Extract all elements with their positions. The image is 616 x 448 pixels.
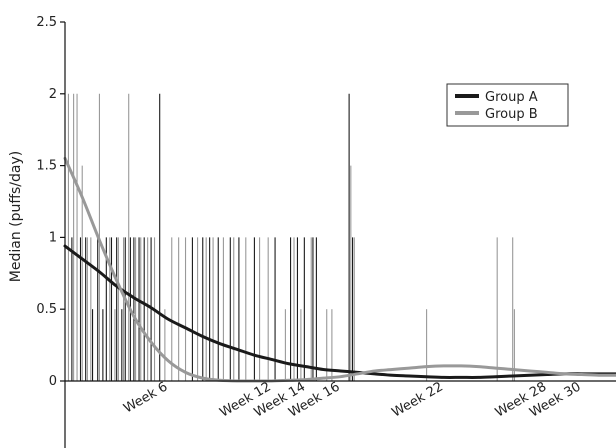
y-tick-label: 2: [49, 87, 57, 102]
legend-box: [446, 83, 569, 127]
y-ticks: 0 0.5 1 1.5 2 2.5: [36, 15, 65, 389]
spikes-group-b: [67, 93, 515, 381]
legend-label-group-b: Group B: [485, 107, 538, 122]
curve-group-b: [63, 156, 616, 383]
x-tick-label: Week 6: [121, 379, 170, 416]
y-tick-label: 2.5: [36, 15, 57, 30]
y-tick-label: 0.5: [36, 302, 57, 317]
axes: [64, 22, 616, 448]
legend-label-group-a: Group A: [485, 90, 538, 105]
x-tick-label: Week 22: [390, 379, 446, 420]
curve-group-a: [63, 244, 616, 379]
spike-series-layer: [67, 93, 515, 381]
smooth-curves-layer: [63, 156, 616, 383]
y-tick-label: 1.5: [36, 159, 57, 174]
y-tick-label: 1: [49, 230, 57, 245]
legend-items: Group A Group B: [455, 90, 538, 122]
y-axis-title: Median (puffs/day): [8, 151, 24, 282]
legend: Group A Group B: [446, 83, 569, 127]
spikes-group-a: [71, 93, 354, 381]
y-tick-label: 0: [49, 374, 57, 389]
